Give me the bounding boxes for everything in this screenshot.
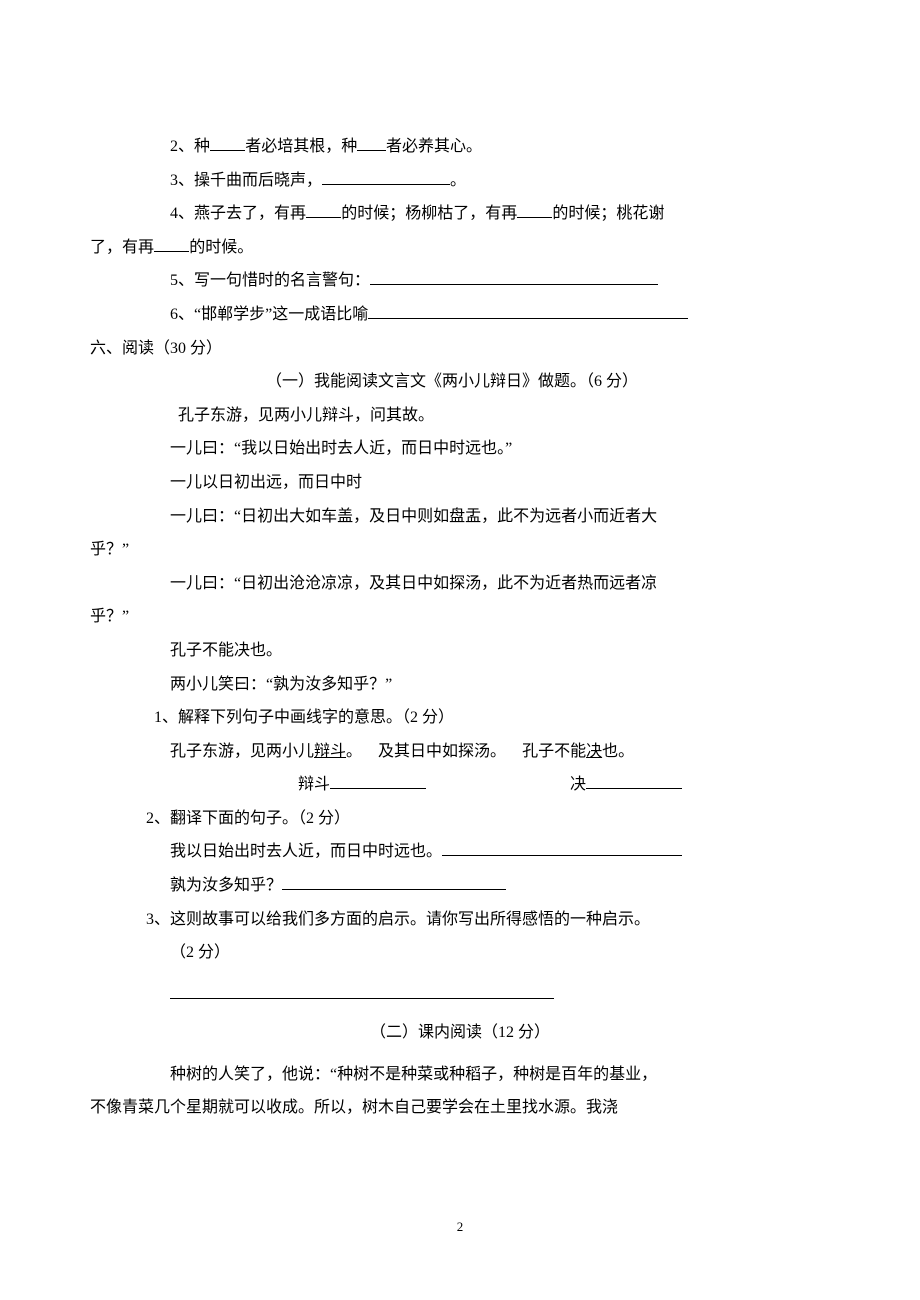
blank bbox=[170, 998, 554, 999]
p1-q3-blank bbox=[90, 978, 830, 1012]
p1-l4: 一儿曰：“日初出大如车盖，及日中则如盘盂，此不为远者小而近者大 bbox=[90, 500, 830, 534]
q1a-pre: 孔子东游，见两小儿 bbox=[170, 743, 314, 760]
p1-l4b: 乎？” bbox=[90, 533, 830, 567]
q5-line: 5、写一句惜时的名言警句： bbox=[90, 264, 830, 298]
blank bbox=[586, 788, 682, 789]
q2-pre: 2、种 bbox=[170, 138, 210, 155]
sec6-title: 六、阅读（30 分） bbox=[90, 332, 830, 366]
blank bbox=[357, 150, 386, 151]
q2-mid1: 者必培其根，种 bbox=[245, 138, 357, 155]
q4-cont: 了，有再 bbox=[90, 239, 154, 256]
q3-line: 3、操千曲而后晓声， 。 bbox=[90, 164, 830, 198]
q3-pre: 3、操千曲而后晓声， bbox=[170, 172, 322, 189]
q1a-post: 。 bbox=[346, 743, 362, 760]
q5-pre: 5、写一句惜时的名言警句： bbox=[170, 272, 370, 289]
blank bbox=[154, 251, 189, 252]
blank bbox=[368, 318, 688, 319]
q1b: 及其日中如探汤。 bbox=[378, 743, 506, 760]
q4-post: 的时候。 bbox=[189, 239, 253, 256]
p1-l6: 孔子不能决也。 bbox=[90, 634, 830, 668]
q4-pre: 4、燕子去了，有再 bbox=[170, 205, 306, 222]
p1-q2: 2、翻译下面的句子。（2 分） bbox=[90, 802, 830, 836]
p1-q2a: 我以日始出时去人近，而日中时远也。 bbox=[90, 835, 830, 869]
q2-line: 2、种 者必培其根，种 者必养其心。 bbox=[90, 130, 830, 164]
q1a-u: 辩斗 bbox=[314, 743, 346, 760]
p1-q1-items: 孔子东游，见两小儿辩斗。 及其日中如探汤。 孔子不能决也。 bbox=[90, 735, 830, 769]
p2-body2: 不像青菜几个星期就可以收成。所以，树木自己要学会在土里找水源。我浇 bbox=[90, 1091, 830, 1125]
passage2-title: （二）课内阅读（12 分） bbox=[90, 1016, 830, 1050]
q3-post: 。 bbox=[450, 172, 466, 189]
q6-line: 6、“邯郸学步”这一成语比喻 bbox=[90, 298, 830, 332]
q2a-text: 我以日始出时去人近，而日中时远也。 bbox=[170, 843, 442, 860]
blank bbox=[322, 184, 450, 185]
q4-line1: 4、燕子去了，有再 的时候；杨柳枯了，有再 的时候；桃花谢 bbox=[90, 197, 830, 231]
p1-l5b: 乎？” bbox=[90, 600, 830, 634]
p1-q1: 1、解释下列句子中画线字的意思。（2 分） bbox=[90, 701, 830, 735]
p1-l5: 一儿曰：“日初出沧沧凉凉，及其日中如探汤，此不为近者热而远者凉 bbox=[90, 567, 830, 601]
blank bbox=[370, 284, 658, 285]
q4-mid1: 的时候；杨柳枯了，有再 bbox=[341, 205, 517, 222]
blank bbox=[282, 889, 506, 890]
q1c-u: 决 bbox=[586, 743, 602, 760]
blank bbox=[517, 217, 552, 218]
blank bbox=[306, 217, 341, 218]
q6-pre: 6、“邯郸学步”这一成语比喻 bbox=[170, 306, 368, 323]
p2-body1: 种树的人笑了，他说：“种树不是种菜或种稻子，种树是百年的基业， bbox=[90, 1058, 830, 1092]
q1c-pre: 孔子不能 bbox=[522, 743, 586, 760]
blank bbox=[442, 855, 682, 856]
p1-l7: 两小儿笑曰：“孰为汝多知乎？” bbox=[90, 668, 830, 702]
q2-mid2: 者必养其心。 bbox=[386, 138, 482, 155]
ans1-label: 辩斗 bbox=[298, 776, 330, 793]
passage1-title: （一）我能阅读文言文《两小儿辩日》做题。（6 分） bbox=[90, 365, 830, 399]
p1-l1: 孔子东游，见两小儿辩斗，问其故。 bbox=[90, 399, 830, 433]
q4-mid2: 的时候；桃花谢 bbox=[552, 205, 664, 222]
q4-line2: 了，有再 的时候。 bbox=[90, 231, 830, 265]
p1-l2: 一儿曰：“我以日始出时去人近，而日中时远也。” bbox=[90, 432, 830, 466]
p1-l3: 一儿以日初出远，而日中时 bbox=[90, 466, 830, 500]
p1-q3b: （2 分） bbox=[90, 936, 830, 970]
blank bbox=[330, 788, 426, 789]
q1c-post: 也。 bbox=[602, 743, 634, 760]
p1-q3: 3、这则故事可以给我们多方面的启示。请你写出所得感悟的一种启示。 bbox=[90, 903, 830, 937]
blank bbox=[210, 150, 245, 151]
q2b-text: 孰为汝多知乎？ bbox=[170, 877, 282, 894]
page-number: 2 bbox=[0, 1213, 920, 1240]
ans2-label: 决 bbox=[570, 776, 586, 793]
p1-q2b: 孰为汝多知乎？ bbox=[90, 869, 830, 903]
p1-q1-answers: 辩斗 决 bbox=[90, 768, 830, 802]
